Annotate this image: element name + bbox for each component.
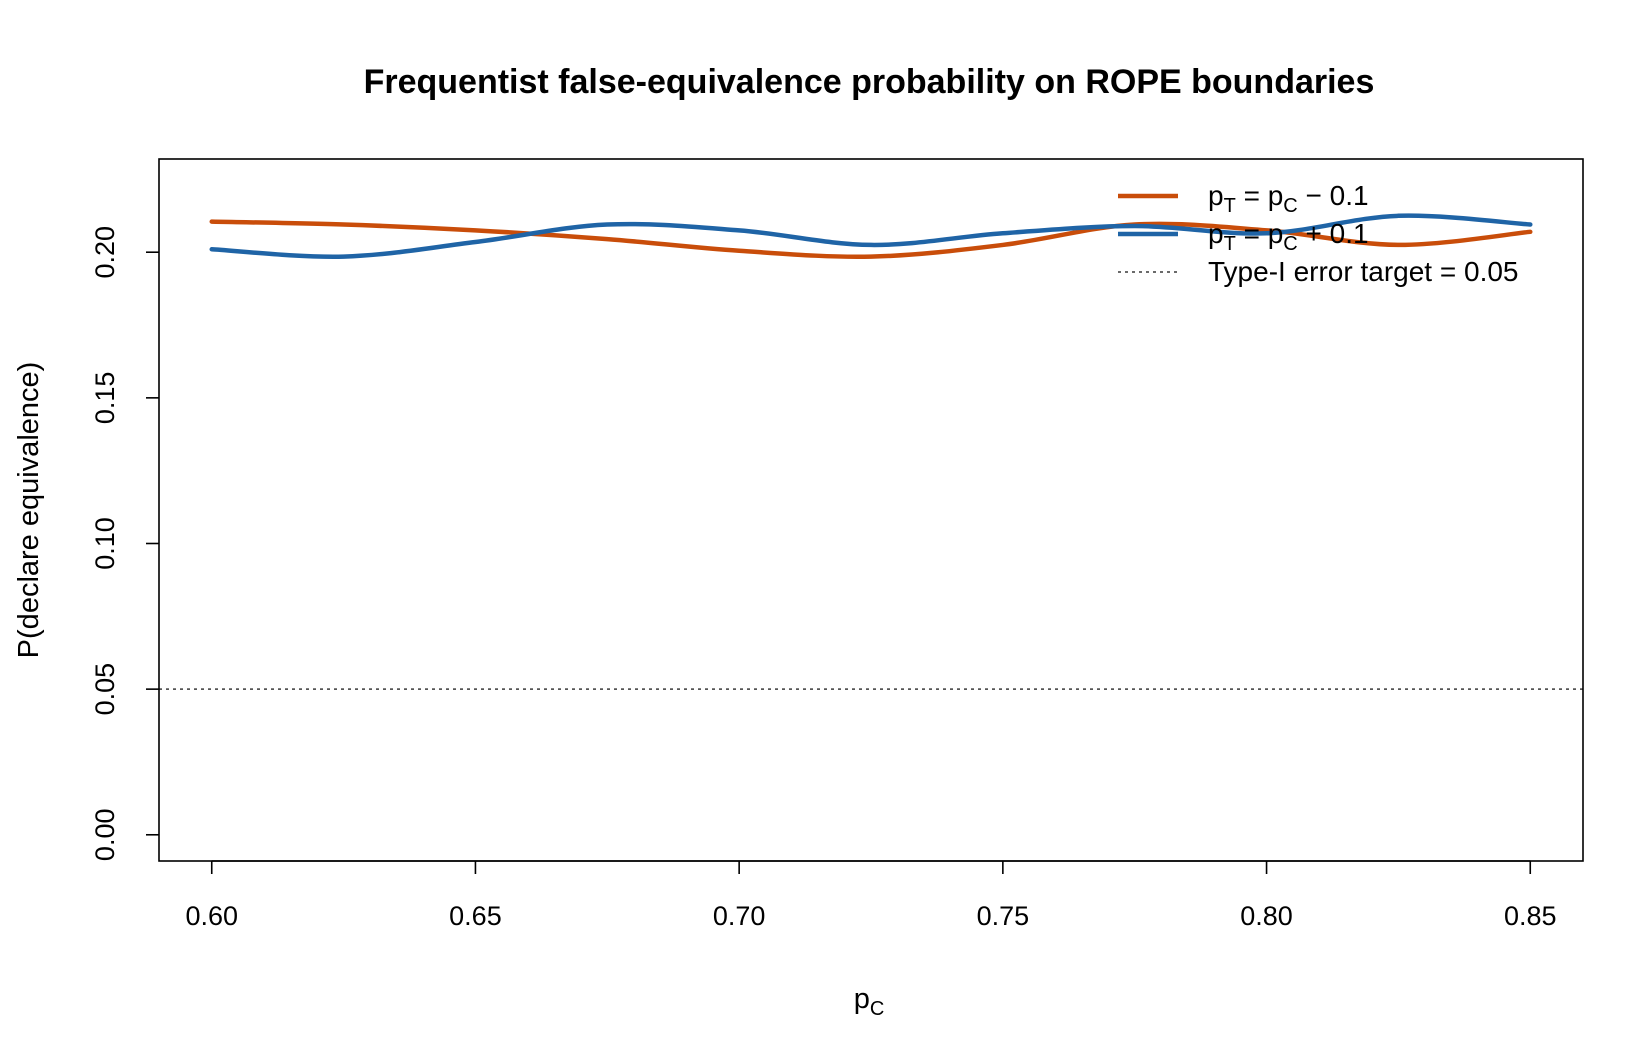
legend-label-2: Type-I error target = 0.05 <box>1208 256 1519 287</box>
x-tick-label: 0.65 <box>449 901 502 931</box>
x-axis: 0.60 0.65 0.70 0.75 0.80 0.85 <box>185 860 1557 931</box>
y-tick-label: 0.00 <box>90 809 120 862</box>
series-lines <box>209 213 1533 259</box>
y-tick-label: 0.10 <box>90 517 120 570</box>
x-axis-label: pC <box>854 983 885 1020</box>
y-tick-label: 0.15 <box>90 372 120 425</box>
series-line-0 <box>209 219 1533 259</box>
x-tick-label: 0.85 <box>1504 901 1557 931</box>
y-axis-label: P(declare equivalence) <box>13 362 45 659</box>
x-tick-label: 0.80 <box>1240 901 1293 931</box>
legend-label-1: pT = pC + 0.1 <box>1208 218 1369 255</box>
x-tick-label: 0.70 <box>713 901 766 931</box>
x-tick-label: 0.60 <box>185 901 238 931</box>
x-tick-label: 0.75 <box>977 901 1030 931</box>
y-axis: 0.00 0.05 0.10 0.15 0.20 <box>90 226 159 861</box>
series-line-1 <box>209 213 1533 259</box>
legend-label-0: pT = pC − 0.1 <box>1208 180 1369 217</box>
y-tick-label: 0.05 <box>90 663 120 716</box>
y-tick-label: 0.20 <box>90 226 120 279</box>
chart-title: Frequentist false-equivalence probabilit… <box>364 63 1375 101</box>
